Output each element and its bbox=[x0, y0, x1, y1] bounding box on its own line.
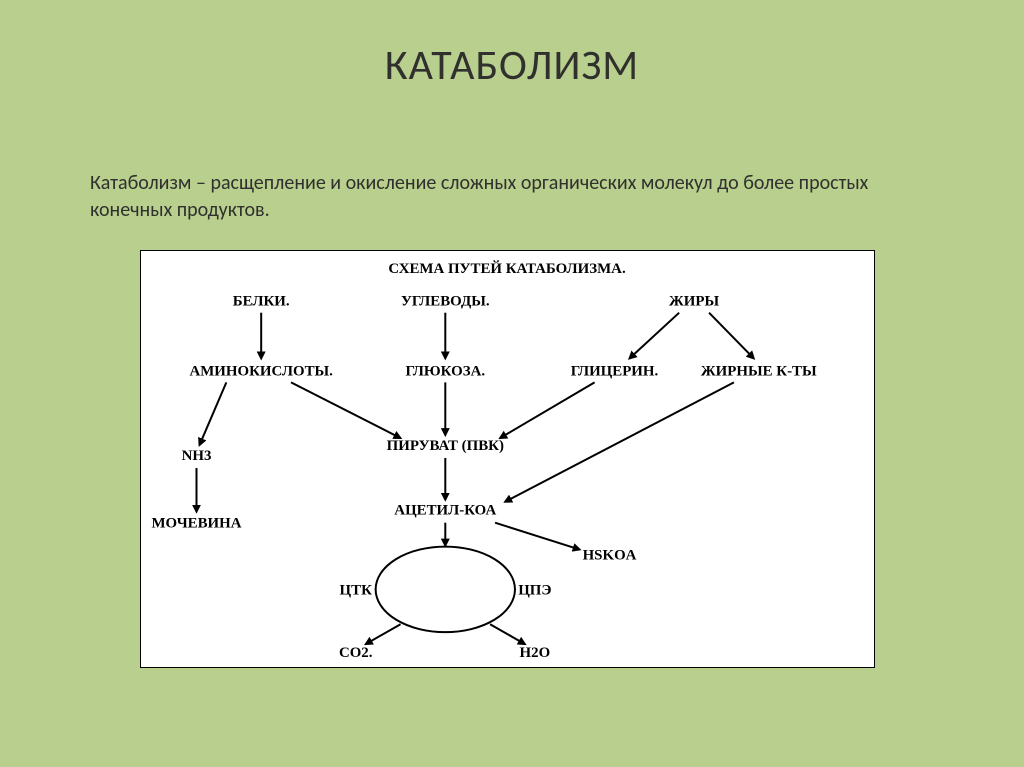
edge-ellipse-h2o bbox=[490, 624, 525, 644]
edge-fattyacids-acetyl bbox=[505, 382, 734, 501]
edge-acetyl-hskoa bbox=[495, 523, 580, 550]
node-cpe: ЦПЭ bbox=[518, 582, 551, 598]
diagram-svg: СХЕМА ПУТЕЙ КАТАБОЛИЗМА. БЕЛКИ. УГЛЕВОДЫ.… bbox=[141, 251, 874, 667]
node-fats: ЖИРЫ bbox=[669, 294, 719, 310]
node-carbs: УГЛЕВОДЫ. bbox=[401, 294, 490, 310]
node-hskoa: HSKOA bbox=[583, 548, 637, 564]
node-acetyl: АЦЕТИЛ-КОА bbox=[394, 503, 496, 519]
edge-amino-nh3 bbox=[199, 382, 226, 445]
nodes-group: БЕЛКИ. УГЛЕВОДЫ. ЖИРЫ АМИНОКИСЛОТЫ. ГЛЮКОЗА.… bbox=[151, 294, 817, 661]
catabolism-diagram: СХЕМА ПУТЕЙ КАТАБОЛИЗМА. БЕЛКИ. УГЛЕВОДЫ.… bbox=[140, 250, 875, 668]
node-fattyacids: ЖИРНЫЕ К-ТЫ bbox=[701, 363, 817, 379]
edge-ellipse-co2 bbox=[366, 624, 401, 644]
edge-fats-fattyacids bbox=[709, 313, 754, 359]
node-urea: МОЧЕВИНА bbox=[151, 516, 241, 532]
node-glucose: ГЛЮКОЗА. bbox=[406, 363, 486, 379]
node-co2: CO2. bbox=[339, 645, 373, 661]
diagram-title: СХЕМА ПУТЕЙ КАТАБОЛИЗМА. bbox=[388, 260, 626, 277]
node-pyruvate: ПИРУВАТ (ПВК) bbox=[387, 438, 504, 454]
node-ctk: ЦТК bbox=[340, 582, 373, 598]
node-amino: АМИНОКИСЛОТЫ. bbox=[189, 363, 333, 379]
edge-glycerol-pyruvate bbox=[500, 382, 595, 438]
slide-title: КАТАБОЛИЗМ bbox=[0, 40, 1024, 91]
node-h2o: H2O bbox=[520, 645, 551, 661]
node-glycerol: ГЛИЦЕРИН. bbox=[571, 363, 659, 379]
node-proteins: БЕЛКИ. bbox=[233, 294, 290, 310]
slide-definition: Катаболизм – расщепление и окисление сло… bbox=[90, 170, 934, 224]
edges-group bbox=[196, 313, 753, 644]
edge-amino-pyruvate bbox=[291, 382, 400, 438]
cycle-ellipse bbox=[376, 547, 515, 633]
edge-fats-glycerol bbox=[629, 313, 679, 359]
node-nh3: NH3 bbox=[182, 448, 212, 464]
